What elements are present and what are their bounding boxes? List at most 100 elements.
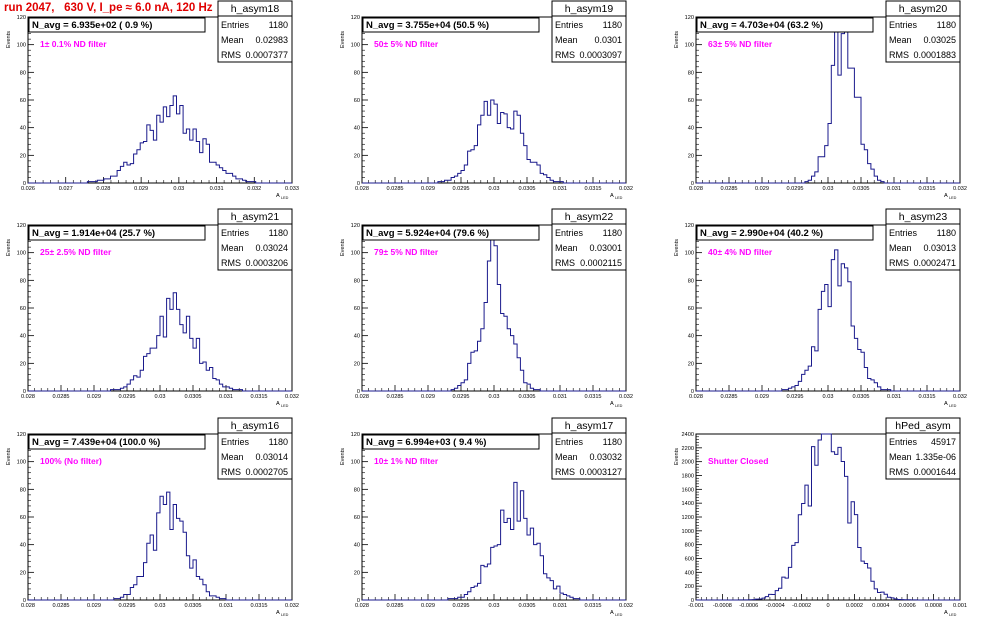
y-tick-label: 60 — [688, 98, 694, 104]
y-tick-label: 120 — [685, 15, 694, 21]
histogram-name: h_asym16 — [231, 420, 280, 432]
x-tick-label: 0.03 — [489, 186, 500, 192]
stats-value: 1180 — [937, 20, 956, 30]
stats-value: 0.0301 — [594, 35, 622, 45]
stats-value: 0.0002705 — [245, 467, 288, 477]
filter-label: Shutter Closed — [708, 456, 768, 466]
y-tick-label: 0 — [23, 389, 26, 395]
stats-label: Entries — [555, 437, 584, 447]
navg-label: N_avg = 7.439e+04 (100.0 %) — [32, 437, 160, 448]
stats-label: Mean — [555, 243, 578, 253]
y-tick-label: 1600 — [682, 487, 694, 493]
histogram-curve — [28, 292, 292, 392]
x-tick-label: 0.0315 — [918, 186, 935, 192]
y-tick-label: 60 — [354, 98, 360, 104]
x-tick-label: 0.031 — [219, 603, 233, 609]
y-tick-label: 20 — [354, 570, 360, 576]
x-tick-label: 0.0305 — [518, 186, 535, 192]
stats-box — [217, 223, 293, 271]
x-tick-label: 0.032 — [619, 394, 633, 400]
x-tick-label: 0.0295 — [786, 394, 803, 400]
x-tick-label: 0.0285 — [386, 603, 403, 609]
y-axis-title: Events — [674, 448, 680, 465]
histogram-name: h_asym19 — [565, 3, 614, 15]
x-tick-label: 0.032 — [953, 186, 967, 192]
stats-value: 0.03014 — [255, 452, 288, 462]
stats-label: RMS — [889, 50, 909, 60]
y-tick-label: 2400 — [682, 432, 694, 438]
x-tick-label: 0.0315 — [250, 394, 267, 400]
y-axis-title: Events — [340, 31, 346, 48]
navg-label: N_avg = 5.924e+04 (79.6 %) — [366, 228, 489, 239]
navg-box — [696, 17, 874, 33]
stats-label: RMS — [221, 258, 241, 268]
y-tick-label: 0 — [691, 181, 694, 187]
x-tick-label: 0.0315 — [250, 603, 267, 609]
x-axis-title: A — [610, 610, 614, 616]
x-tick-label: 0.028 — [21, 603, 35, 609]
stats-box — [885, 223, 961, 271]
stats-value: 0.0001883 — [913, 50, 956, 60]
x-tick-label: 0.0285 — [52, 603, 69, 609]
x-tick-label: 0.029 — [134, 186, 148, 192]
y-tick-label: 0 — [23, 181, 26, 187]
y-tick-label: 80 — [354, 70, 360, 76]
histogram-curve — [362, 99, 626, 184]
x-tick-label: -0.0006 — [739, 603, 758, 609]
histogram-name: h_asym23 — [899, 211, 948, 223]
y-tick-label: 20 — [354, 153, 360, 159]
stats-label: Mean — [221, 243, 244, 253]
x-tick-label: 0.0285 — [386, 394, 403, 400]
stats-value: 0.0002115 — [580, 258, 622, 268]
x-tick-label: 0.0295 — [118, 394, 135, 400]
stats-label: Entries — [555, 20, 584, 30]
stats-value: 0.03032 — [589, 452, 622, 462]
stats-label: Mean — [889, 452, 912, 462]
stats-label: RMS — [555, 50, 575, 60]
x-tick-label: 0.031 — [219, 394, 233, 400]
x-tick-label: 0.0285 — [720, 186, 737, 192]
stats-label: Entries — [889, 437, 918, 447]
navg-box — [362, 225, 540, 241]
y-tick-label: 2000 — [682, 460, 694, 466]
y-tick-label: 80 — [354, 278, 360, 284]
stats-value: 0.0007377 — [245, 50, 288, 60]
x-axis-subscript: LED — [615, 404, 623, 408]
x-tick-label: 0.031 — [887, 394, 901, 400]
navg-box — [28, 17, 206, 33]
x-tick-label: 0.0305 — [852, 186, 869, 192]
y-axis-title: Events — [6, 31, 12, 48]
y-tick-label: 80 — [20, 70, 26, 76]
stats-label: RMS — [555, 258, 575, 268]
x-axis-subscript: LED — [281, 613, 289, 617]
stats-label: Mean — [221, 35, 244, 45]
y-tick-label: 100 — [17, 251, 26, 257]
stats-box — [217, 432, 293, 480]
x-tick-label: 0.026 — [21, 186, 35, 192]
y-tick-label: 20 — [688, 361, 694, 367]
x-tick-label: 0.028 — [96, 186, 110, 192]
x-tick-label: 0.03 — [155, 603, 166, 609]
stats-value: 0.03013 — [923, 243, 956, 253]
x-tick-label: 0.03 — [173, 186, 184, 192]
navg-label: N_avg = 6.994e+03 ( 9.4 %) — [366, 437, 486, 448]
x-tick-label: 0.001 — [953, 603, 967, 609]
histogram-panel-h_asym17: 0 20 40 60 80 100 120 0.028 0.0285 0.029 0.0295 0.0… — [340, 417, 633, 617]
x-tick-label: 0.029 — [87, 394, 101, 400]
x-axis-title: A — [944, 401, 948, 407]
stats-label: Entries — [555, 228, 584, 238]
histogram-name: hPed_asym — [895, 420, 951, 432]
histogram-panel-h_asym21: 0 20 40 60 80 100 120 0.028 0.0285 0.029 0.0295 0.0… — [6, 208, 299, 408]
histogram-panel-h_asym23: 0 20 40 60 80 100 120 0.028 0.0285 0.029 0.0295 0.0… — [674, 208, 967, 408]
navg-label: N_avg = 1.914e+04 (25.7 %) — [32, 228, 155, 239]
stats-label: Entries — [221, 20, 250, 30]
x-tick-label: 0.0002 — [846, 603, 863, 609]
histogram-panel-hPed_asym: 0 200 400 600 800 1000 1200 1400 1600 1800 2000 220… — [674, 417, 967, 617]
navg-label: N_avg = 3.755e+04 (50.5 %) — [366, 20, 489, 31]
stats-box — [551, 223, 627, 271]
stats-value: 0.03025 — [923, 35, 956, 45]
stats-box — [885, 15, 961, 63]
x-axis-subscript: LED — [949, 613, 957, 617]
stats-value: 1180 — [269, 20, 288, 30]
stats-value: 1180 — [269, 437, 288, 447]
